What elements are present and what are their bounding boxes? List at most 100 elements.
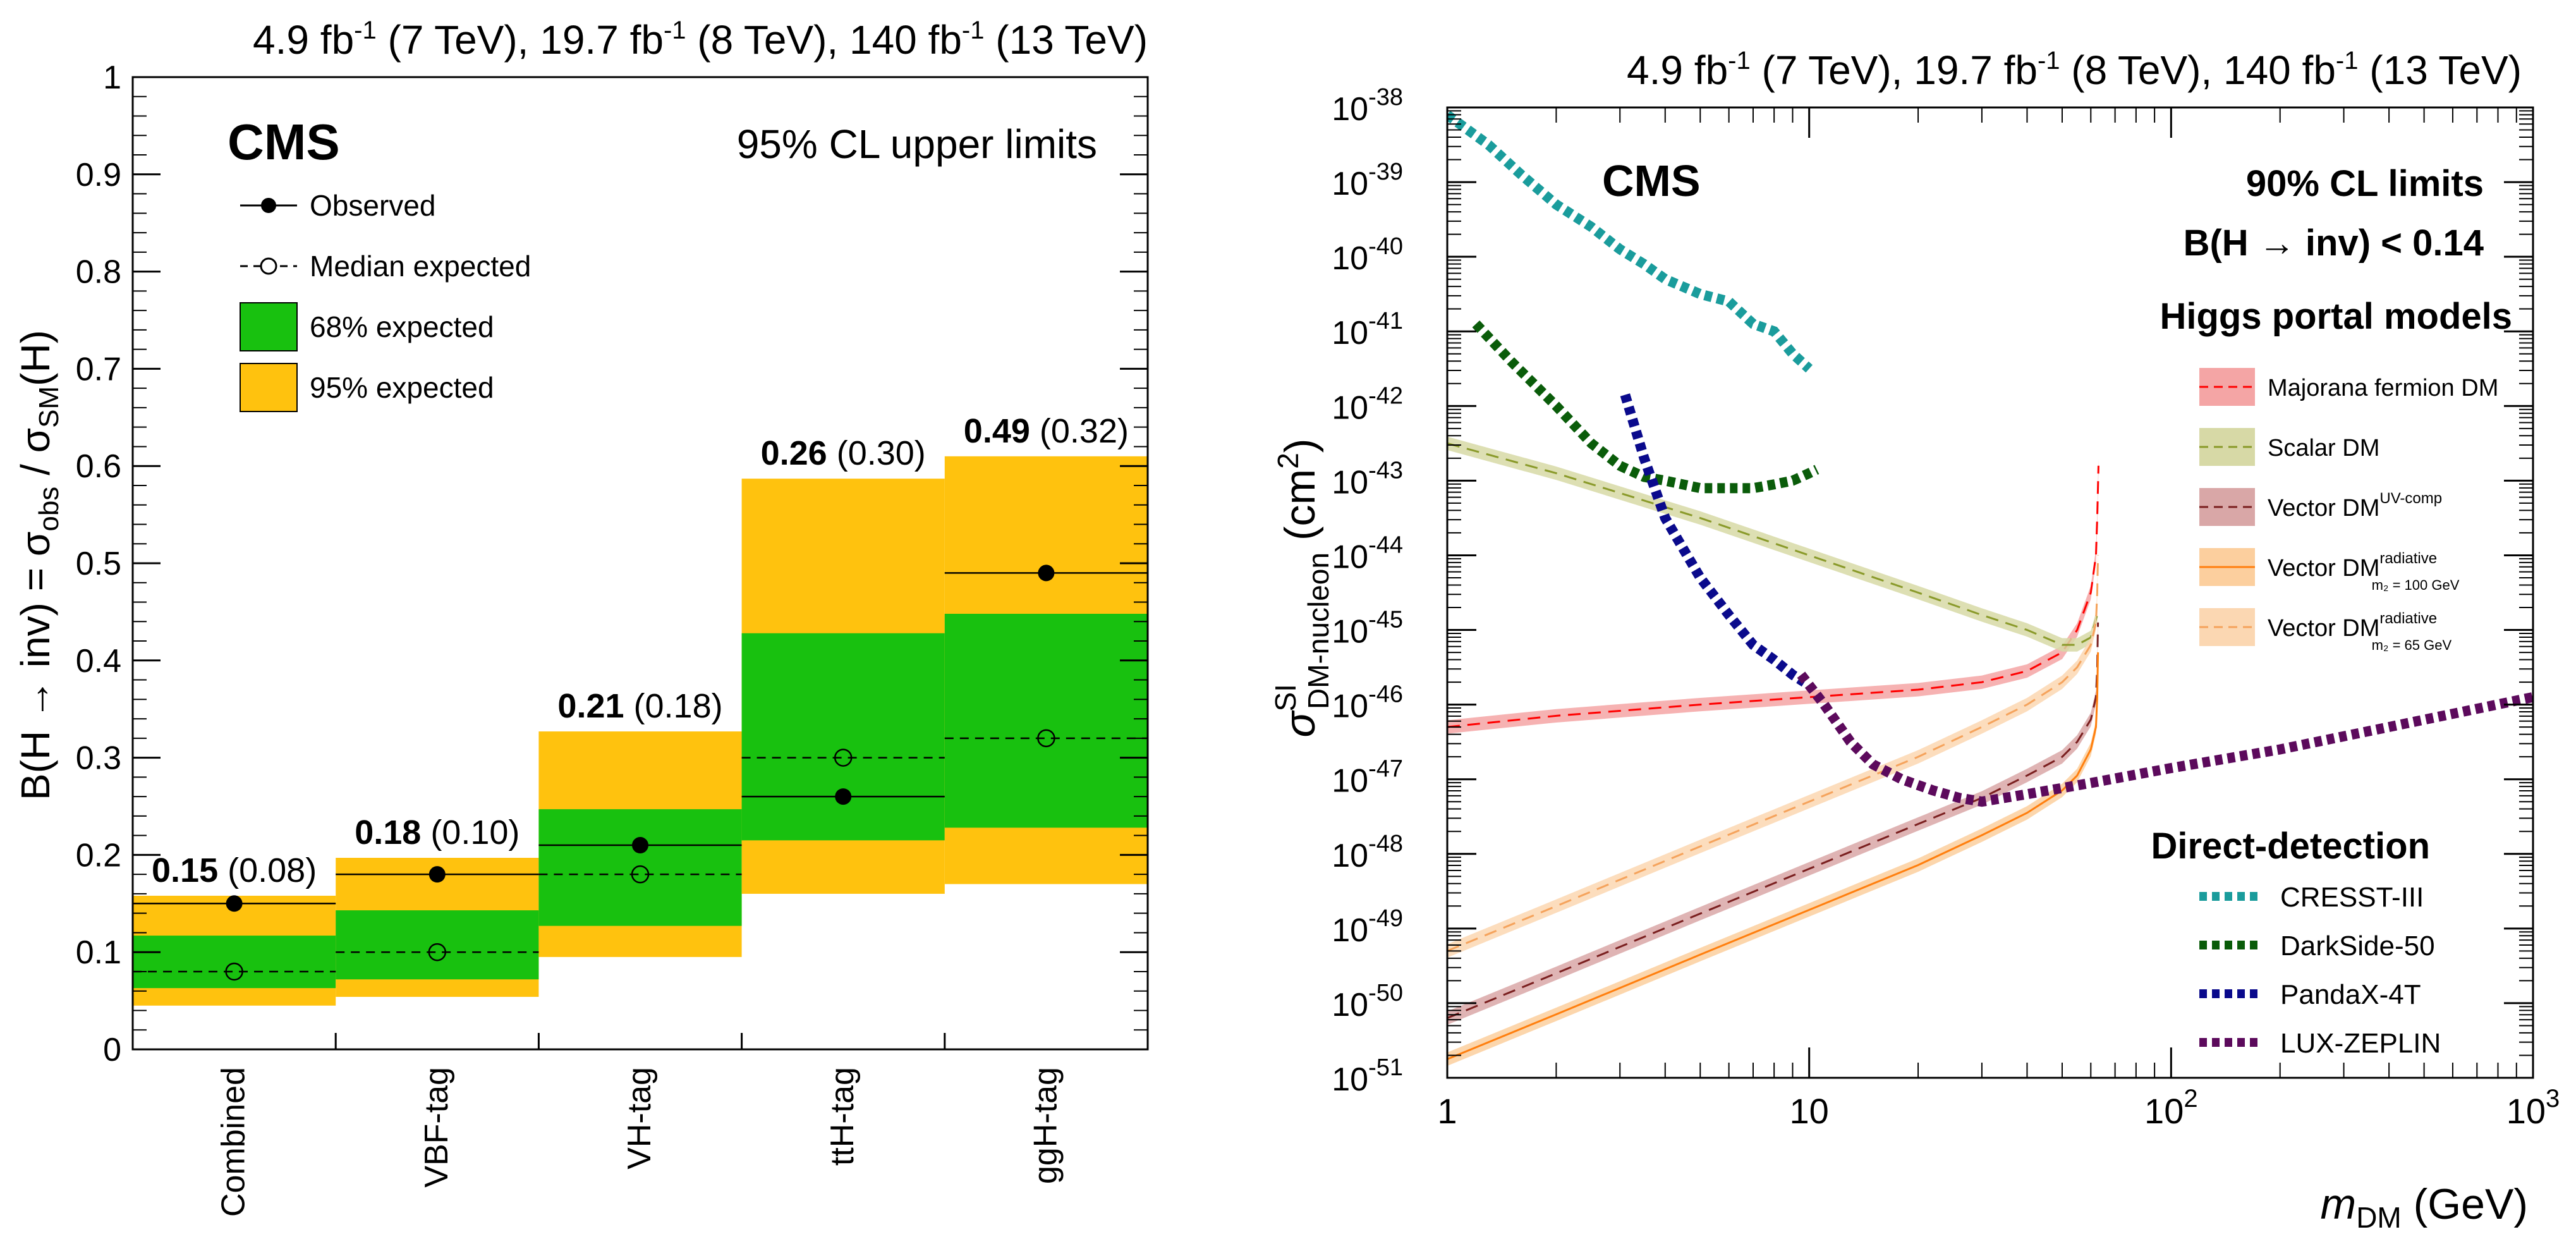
band68-1 — [336, 910, 539, 980]
ytick-label-8: 10-43 — [1332, 457, 1403, 501]
left-marks: 0.15 (0.08) 0.18 (0.10) 0.21 (0.18) 0.26 (0… — [133, 412, 1148, 981]
ytick-label-6: 0.6 — [76, 448, 121, 485]
right-legend: Majorana fermion DM Scalar DM Vector DMUV-… — [2199, 368, 2498, 1059]
curve-0 — [1447, 465, 2099, 728]
annotation-br-limit: B(H → inv) < 0.14 — [2184, 223, 2484, 264]
legend-label-0: Observed — [310, 189, 435, 222]
ytick-label-0: 0 — [103, 1032, 121, 1068]
ytick-label-6: 10-45 — [1332, 607, 1403, 650]
right-frame — [1446, 106, 2534, 1079]
left-cms-label: CMS — [228, 114, 340, 170]
expected-point-2 — [631, 865, 650, 884]
expected-point-1 — [428, 943, 447, 961]
ytick-label-3: 10-48 — [1332, 831, 1403, 874]
band68-2 — [538, 809, 742, 926]
ytick-label-10: 10-41 — [1332, 308, 1403, 351]
legend-expected-marker — [260, 257, 277, 275]
legend-label-2: Vector DMUV-comp — [2268, 490, 2442, 522]
dd-curve-1 — [1472, 320, 1820, 494]
annotation-direct-detection: Direct-detection — [2151, 826, 2430, 867]
ytick-label-2: 0.2 — [76, 837, 121, 874]
ytick-label-1: 10-50 — [1332, 980, 1403, 1023]
ytick-label-4: 10-47 — [1332, 756, 1403, 800]
observed-point-3 — [835, 788, 852, 805]
category-label-2: VH-tag — [621, 1067, 658, 1169]
ytick-label-5: 10-46 — [1332, 681, 1403, 725]
observed-point-0 — [226, 895, 243, 912]
band68-3 — [741, 633, 945, 841]
band-1 — [1447, 436, 2098, 652]
expected-point-3 — [834, 748, 853, 767]
right-axes: 1 10 102 103 10-51 10-50 10-49 10-48 10-47 10-46 1… — [1332, 84, 2560, 1131]
curve-2 — [1447, 622, 2099, 1019]
legend-label-4: Vector DMradiative m₂ = 65 GeV — [2268, 610, 2451, 653]
xtick-label-1: 10 — [1790, 1091, 1829, 1131]
legend-68-swatch — [240, 302, 298, 351]
left-frame — [131, 76, 1149, 1051]
value-label-0: 0.15 (0.08) — [152, 851, 317, 889]
category-label-1: VBF-tag — [418, 1067, 455, 1188]
ytick-label-9: 0.9 — [76, 157, 121, 193]
band-4 — [1447, 548, 2098, 958]
legend-label-3: 95% expected — [310, 371, 494, 404]
ytick-label-11: 10-40 — [1332, 233, 1403, 277]
category-label-0: Combined — [216, 1067, 252, 1217]
legend-observed-marker — [261, 198, 276, 213]
value-label-1: 0.18 (0.10) — [355, 814, 519, 851]
annotation-cl-limits: 90% CL limits — [2246, 163, 2484, 204]
legend-label-0: Majorana fermion DM — [2268, 375, 2498, 401]
right-lumi-header: 4.9 fb-1 (7 TeV), 19.7 fb-1 (8 TeV), 140… — [1627, 47, 2522, 93]
xtick-label-3: 103 — [2506, 1085, 2560, 1131]
dd-legend-label-1: DarkSide-50 — [2280, 931, 2435, 961]
observed-point-2 — [632, 837, 648, 854]
observed-point-1 — [428, 866, 446, 883]
left-title: 95% CL upper limits — [737, 121, 1097, 167]
right-cms-label: CMS — [1602, 156, 1701, 205]
ytick-label-1: 0.1 — [76, 934, 121, 971]
left-panel: 4.9 fb-1 (7 TeV), 19.7 fb-1 (8 TeV), 140… — [13, 16, 1149, 1217]
expected-point-0 — [225, 962, 243, 981]
value-label-4: 0.49 (0.32) — [964, 412, 1129, 450]
ytick-label-2: 10-49 — [1332, 905, 1403, 949]
legend-label-3: Vector DMradiative m₂ = 100 GeV — [2268, 550, 2460, 593]
dd-curve-0 — [1447, 111, 1813, 373]
curve-4 — [1447, 555, 2099, 952]
dd-legend-label-0: CRESST-III — [2280, 882, 2424, 913]
right-curves — [1447, 111, 2533, 1066]
expected-point-4 — [1037, 729, 1055, 748]
left-axes: Combined VBF-tag VH-tag ttH-tag ggH-tag 0 0.1 0… — [76, 59, 1148, 1217]
ytick-label-13: 10-38 — [1332, 84, 1403, 128]
left-legend: Observed Median expected 68% expected 95% e… — [240, 189, 531, 412]
xtick-label-2: 102 — [2144, 1085, 2198, 1131]
value-label-3: 0.26 (0.30) — [761, 434, 926, 472]
ytick-label-9: 10-42 — [1332, 382, 1403, 426]
legend-label-2: 68% expected — [310, 310, 494, 343]
ytick-label-12: 10-39 — [1332, 159, 1403, 202]
dd-curve-2 — [1620, 393, 1807, 687]
ytick-label-10: 1 — [103, 59, 121, 96]
ytick-label-5: 0.5 — [76, 546, 121, 582]
category-label-4: ggH-tag — [1027, 1067, 1064, 1184]
ytick-label-0: 10-51 — [1332, 1054, 1403, 1098]
dd-legend-label-2: PandaX-4T — [2280, 979, 2421, 1010]
ytick-label-4: 0.4 — [76, 643, 121, 680]
legend-label-1: Scalar DM — [2268, 435, 2379, 461]
right-y-axis-title: σSIDM-nucleon (cm2) — [1269, 439, 1335, 738]
curve-3 — [1447, 652, 2099, 1060]
ytick-label-7: 10-44 — [1332, 532, 1403, 575]
legend-label-1: Median expected — [310, 250, 531, 283]
ytick-label-3: 0.3 — [76, 740, 121, 777]
value-label-2: 0.21 (0.18) — [557, 687, 722, 725]
left-bands — [133, 456, 1148, 1006]
band68-4 — [944, 613, 1148, 828]
left-y-axis-title: B(H → inv) = σobs / σSM(H) — [13, 330, 64, 800]
xtick-label-0: 1 — [1437, 1091, 1457, 1131]
band-3 — [1447, 645, 2098, 1066]
dd-legend-label-3: LUX-ZEPLIN — [2280, 1028, 2441, 1059]
curve-1 — [1447, 442, 2098, 646]
right-panel: 4.9 fb-1 (7 TeV), 19.7 fb-1 (8 TeV), 140… — [1269, 47, 2560, 1234]
legend-95-swatch — [240, 363, 298, 412]
observed-point-4 — [1038, 565, 1055, 582]
annotation-higgs-portal: Higgs portal models — [2160, 296, 2512, 337]
